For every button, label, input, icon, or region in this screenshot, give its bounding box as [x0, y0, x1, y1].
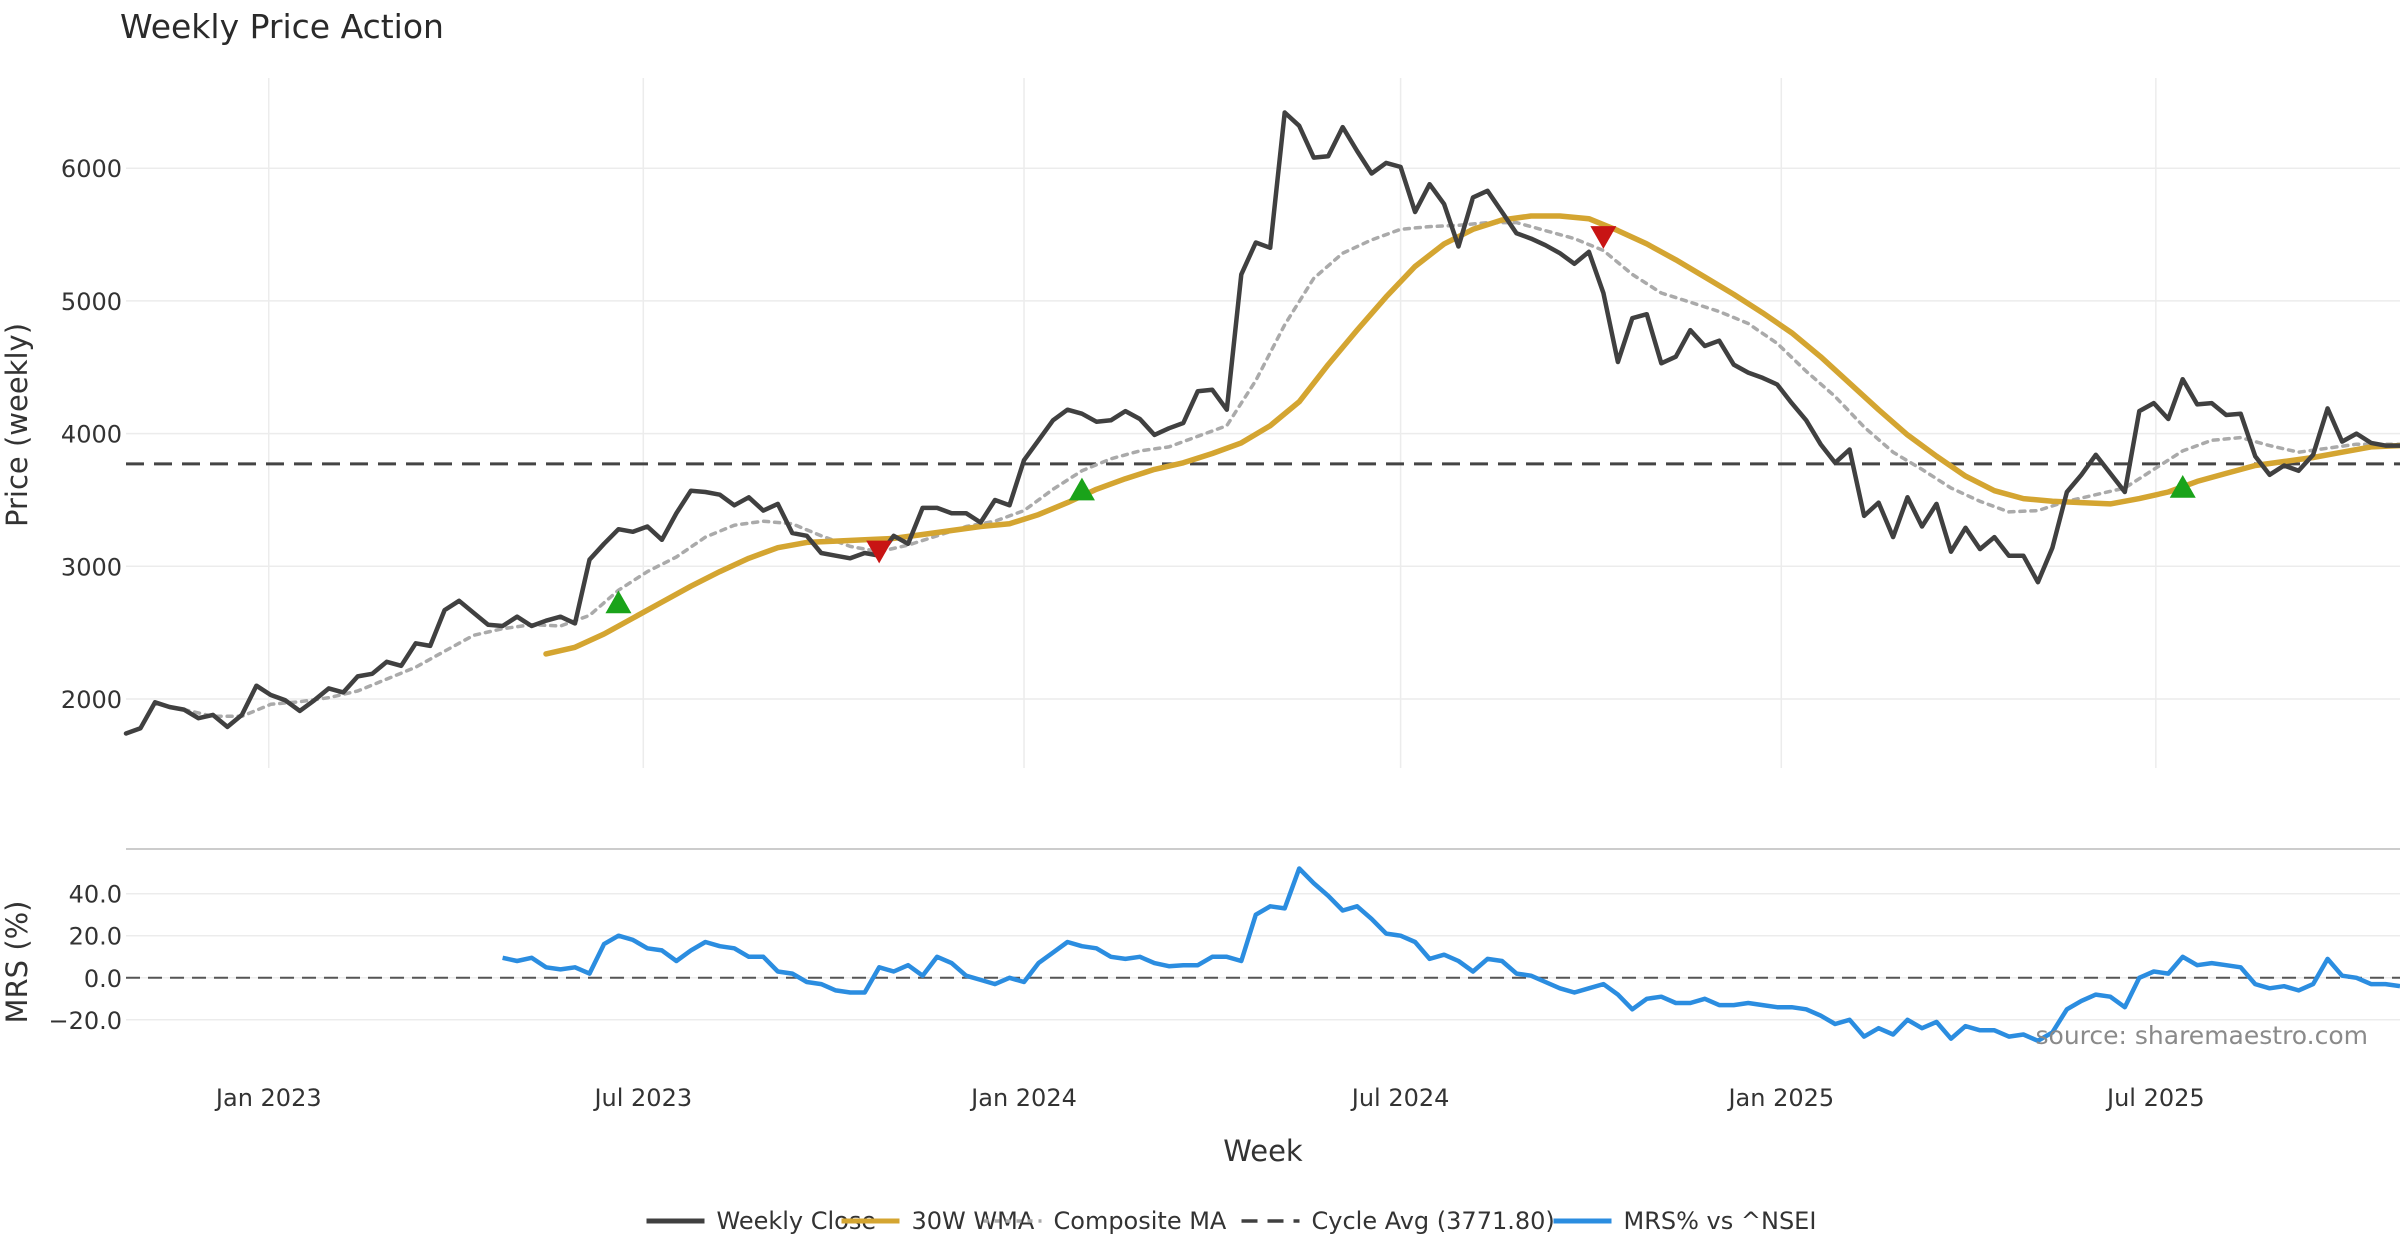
- legend-label: MRS% vs ^NSEI: [1624, 1207, 1817, 1235]
- price-y-label: Price (weekly): [0, 323, 34, 527]
- legend-item: MRS% vs ^NSEI: [1553, 1207, 1817, 1235]
- price-series: [123, 110, 2400, 736]
- chart-title: Weekly Price Action: [120, 7, 444, 46]
- price-y-tick-label: 5000: [61, 288, 122, 316]
- legend-label: Cycle Avg (3771.80): [1312, 1207, 1555, 1235]
- wma-30w-line: [543, 213, 2400, 657]
- price-y-tick-label: 6000: [61, 155, 122, 183]
- legend-label: 30W WMA: [912, 1207, 1035, 1235]
- legend-item: Weekly Close: [646, 1207, 876, 1235]
- x-tick-label: Jul 2025: [2105, 1084, 2205, 1112]
- x-tick-label: Jul 2023: [592, 1084, 692, 1112]
- mrs-series: [502, 866, 2400, 1044]
- x-tick-label: Jul 2024: [1350, 1084, 1450, 1112]
- price-y-ticks: 2000 3000 4000 5000 6000: [61, 155, 122, 714]
- legend: Weekly Close 30W WMA Composite MA Cycle Avg…: [646, 1207, 1817, 1235]
- mrs-line: [502, 866, 2400, 1044]
- composite-ma-line: [182, 220, 2400, 719]
- legend-item: Composite MA: [983, 1207, 1227, 1235]
- buy-signal-marker: [605, 590, 632, 614]
- price-y-tick-label: 3000: [61, 553, 122, 581]
- legend-item: Cycle Avg (3771.80): [1241, 1207, 1555, 1235]
- buy-signal-marker: [2169, 475, 2196, 498]
- mrs-y-ticks: 40.0 20.0 0.0 −20.0: [48, 881, 122, 1035]
- sell-signal-marker: [1590, 226, 1617, 249]
- mrs-y-tick-label: −20.0: [48, 1007, 122, 1035]
- price-y-tick-label: 4000: [61, 421, 122, 449]
- x-axis-label: Week: [1223, 1134, 1303, 1168]
- x-axis-ticks: Jan 2023 Jul 2023 Jan 2024 Jul 2024 Jan 2025…: [214, 1084, 2205, 1112]
- price-y-tick-label: 2000: [61, 686, 122, 714]
- price-gridlines: [126, 78, 2400, 768]
- weekly-close-line: [123, 110, 2400, 736]
- buy-signal-marker: [1068, 477, 1095, 501]
- sell-signal-marker: [866, 540, 893, 564]
- mrs-y-tick-label: 20.0: [69, 923, 122, 951]
- mrs-y-label: MRS (%): [0, 901, 34, 1024]
- legend-label: Composite MA: [1054, 1207, 1227, 1235]
- x-tick-label: Jan 2025: [1726, 1084, 1834, 1112]
- mrs-y-tick-label: 40.0: [69, 881, 122, 909]
- signal-markers: [605, 226, 2196, 614]
- legend-item: 30W WMA: [841, 1207, 1035, 1235]
- mrs-y-tick-label: 0.0: [84, 965, 122, 993]
- source-note: source: sharemaestro.com: [2036, 1021, 2369, 1050]
- x-tick-label: Jan 2024: [969, 1084, 1077, 1112]
- x-tick-label: Jan 2023: [214, 1084, 322, 1112]
